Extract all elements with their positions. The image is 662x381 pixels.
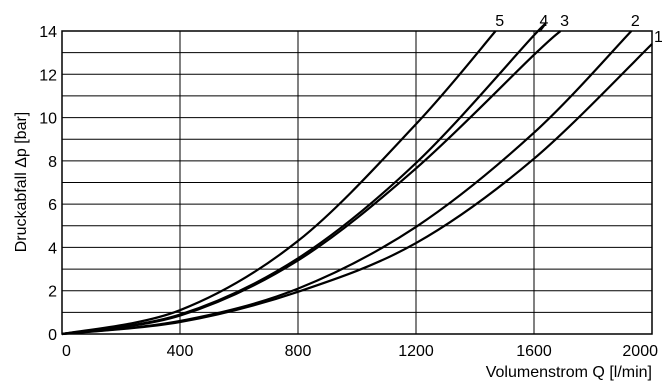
- y-tick-label: 6: [48, 197, 57, 214]
- x-axis-ticks: 0 400 800 1200 1600 2000: [62, 343, 658, 360]
- y-tick-label: 14: [39, 24, 57, 41]
- curve-label-3: 3: [560, 13, 569, 30]
- x-tick-label: 0: [62, 343, 71, 360]
- curve-5: [61, 30, 497, 336]
- horizontal-grid: [62, 30, 652, 335]
- y-tick-label: 2: [48, 284, 57, 301]
- curve-label-4: 4: [539, 13, 548, 30]
- y-axis-ticks: 0 2 4 6 8 10 12 14: [39, 24, 57, 344]
- curve-label-2: 2: [631, 13, 640, 30]
- curve-4: [61, 23, 546, 336]
- y-tick-label: 8: [48, 154, 57, 171]
- curve-label-5: 5: [495, 13, 504, 30]
- x-tick-label: 1600: [516, 343, 552, 360]
- curve-2: [61, 30, 633, 336]
- x-tick-label: 2000: [622, 343, 658, 360]
- y-tick-label: 12: [39, 67, 57, 84]
- curve-label-1: 1: [654, 29, 662, 46]
- curve-labels: 12 34 5: [495, 13, 662, 46]
- y-tick-label: 10: [39, 111, 57, 128]
- plot-frame: [61, 30, 653, 335]
- y-tick-label: 4: [48, 240, 57, 257]
- x-axis-label: Volumenstrom Q [l/min]: [486, 364, 652, 381]
- curves: [61, 23, 653, 336]
- x-tick-label: 400: [167, 343, 194, 360]
- y-tick-label: 0: [48, 327, 57, 344]
- x-tick-label: 800: [285, 343, 312, 360]
- y-axis-label: Druckabfall Δp [bar]: [13, 112, 30, 253]
- x-tick-label: 1200: [398, 343, 434, 360]
